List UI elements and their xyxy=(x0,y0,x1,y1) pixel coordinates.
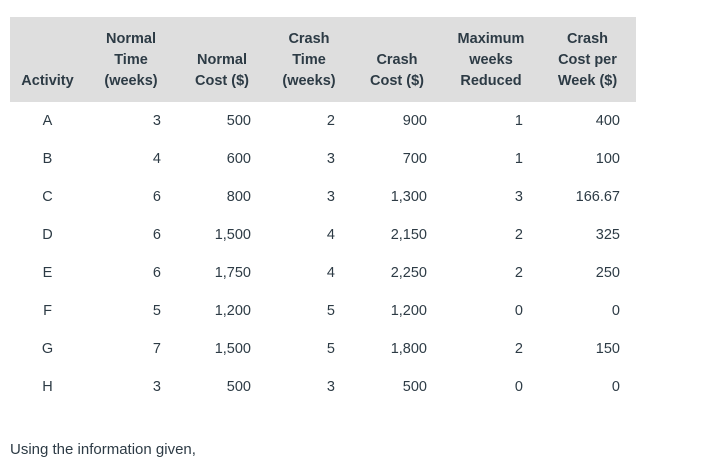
max-weeks-reduced-cell: 2 xyxy=(514,265,523,282)
crash-cost-per-week-cell: 400 xyxy=(595,113,620,130)
crash-time-cell: 2 xyxy=(326,113,335,130)
normal-cost-cell: 1,200 xyxy=(214,303,251,320)
crash-cost-per-week-cell: 150 xyxy=(595,341,620,358)
crash-cost-cell: 1,200 xyxy=(390,303,427,320)
crash-cost-per-week-cell: 250 xyxy=(595,265,620,282)
crash-cost-cell: 500 xyxy=(402,379,427,396)
header-crash-time: Crash Time (weeks) xyxy=(267,17,351,103)
activity-cell: G xyxy=(41,341,54,358)
crash-time-cell: 3 xyxy=(326,379,335,396)
max-weeks-reduced-cell: 2 xyxy=(514,227,523,244)
header-max-weeks-reduced: Maximum weeks Reduced xyxy=(443,17,539,103)
normal-time-cell: 3 xyxy=(152,379,161,396)
table-row: H 3 500 3 500 0 0 xyxy=(10,368,636,406)
table-row: C 6 800 3 1,300 3 166.67 xyxy=(10,178,636,216)
normal-time-cell: 6 xyxy=(152,227,161,244)
normal-cost-cell: 1,500 xyxy=(214,227,251,244)
normal-cost-cell: 800 xyxy=(226,189,251,206)
crash-time-cell: 3 xyxy=(326,189,335,206)
crash-cost-cell: 1,300 xyxy=(390,189,427,206)
crash-cost-cell: 700 xyxy=(402,151,427,168)
activity-cell: C xyxy=(42,189,53,206)
crash-cost-cell: 2,250 xyxy=(390,265,427,282)
normal-time-cell: 4 xyxy=(152,151,161,168)
header-activity: Activity xyxy=(10,17,85,103)
crash-cost-per-week-cell: 100 xyxy=(595,151,620,168)
activity-cell: D xyxy=(42,227,53,244)
table-row: F 5 1,200 5 1,200 0 0 xyxy=(10,292,636,330)
crash-time-cell: 3 xyxy=(326,151,335,168)
crash-cost-per-week-cell: 166.67 xyxy=(575,189,620,206)
normal-cost-cell: 600 xyxy=(226,151,251,168)
max-weeks-reduced-cell: 1 xyxy=(514,113,523,130)
max-weeks-reduced-cell: 0 xyxy=(514,303,523,320)
crash-time-cell: 5 xyxy=(326,303,335,320)
footer-instruction-text: Using the information given, xyxy=(10,441,196,458)
crash-time-cell: 4 xyxy=(326,265,335,282)
header-crash-cost: Crash Cost ($) xyxy=(351,17,443,103)
normal-time-cell: 6 xyxy=(152,265,161,282)
normal-cost-cell: 1,500 xyxy=(214,341,251,358)
max-weeks-reduced-cell: 1 xyxy=(514,151,523,168)
normal-time-cell: 3 xyxy=(152,113,161,130)
max-weeks-reduced-cell: 3 xyxy=(514,189,523,206)
crash-time-cell: 4 xyxy=(326,227,335,244)
header-normal-time: Normal Time (weeks) xyxy=(85,17,177,103)
normal-cost-cell: 500 xyxy=(226,379,251,396)
table-row: B 4 600 3 700 1 100 xyxy=(10,140,636,178)
table-row: A 3 500 2 900 1 400 xyxy=(10,102,636,140)
activity-cell: H xyxy=(42,379,53,396)
header-normal-cost: Normal Cost ($) xyxy=(177,17,267,103)
table-row: G 7 1,500 5 1,800 2 150 xyxy=(10,330,636,368)
crash-cost-per-week-cell: 0 xyxy=(611,379,620,396)
normal-cost-cell: 500 xyxy=(226,113,251,130)
normal-time-cell: 7 xyxy=(152,341,161,358)
crash-cost-cell: 1,800 xyxy=(390,341,427,358)
crash-cost-cell: 2,150 xyxy=(390,227,427,244)
normal-cost-cell: 1,750 xyxy=(214,265,251,282)
crash-cost-table: Activity Normal Time (weeks) Normal Cost… xyxy=(10,17,636,406)
activity-cell: E xyxy=(42,265,53,282)
crash-time-cell: 5 xyxy=(326,341,335,358)
max-weeks-reduced-cell: 0 xyxy=(514,379,523,396)
activity-cell: B xyxy=(42,151,53,168)
normal-time-cell: 6 xyxy=(152,189,161,206)
activity-cell: A xyxy=(42,113,53,130)
table-row: E 6 1,750 4 2,250 2 250 xyxy=(10,254,636,292)
table-header-row: Activity Normal Time (weeks) Normal Cost… xyxy=(10,17,636,103)
max-weeks-reduced-cell: 2 xyxy=(514,341,523,358)
table-row: D 6 1,500 4 2,150 2 325 xyxy=(10,216,636,254)
crash-cost-cell: 900 xyxy=(402,113,427,130)
crash-cost-per-week-cell: 0 xyxy=(611,303,620,320)
header-crash-cost-per-week: Crash Cost per Week ($) xyxy=(539,17,636,103)
table-body: A 3 500 2 900 1 400 B 4 600 3 700 1 100 … xyxy=(10,102,636,406)
activity-cell: F xyxy=(43,303,52,320)
normal-time-cell: 5 xyxy=(152,303,161,320)
crash-cost-per-week-cell: 325 xyxy=(595,227,620,244)
